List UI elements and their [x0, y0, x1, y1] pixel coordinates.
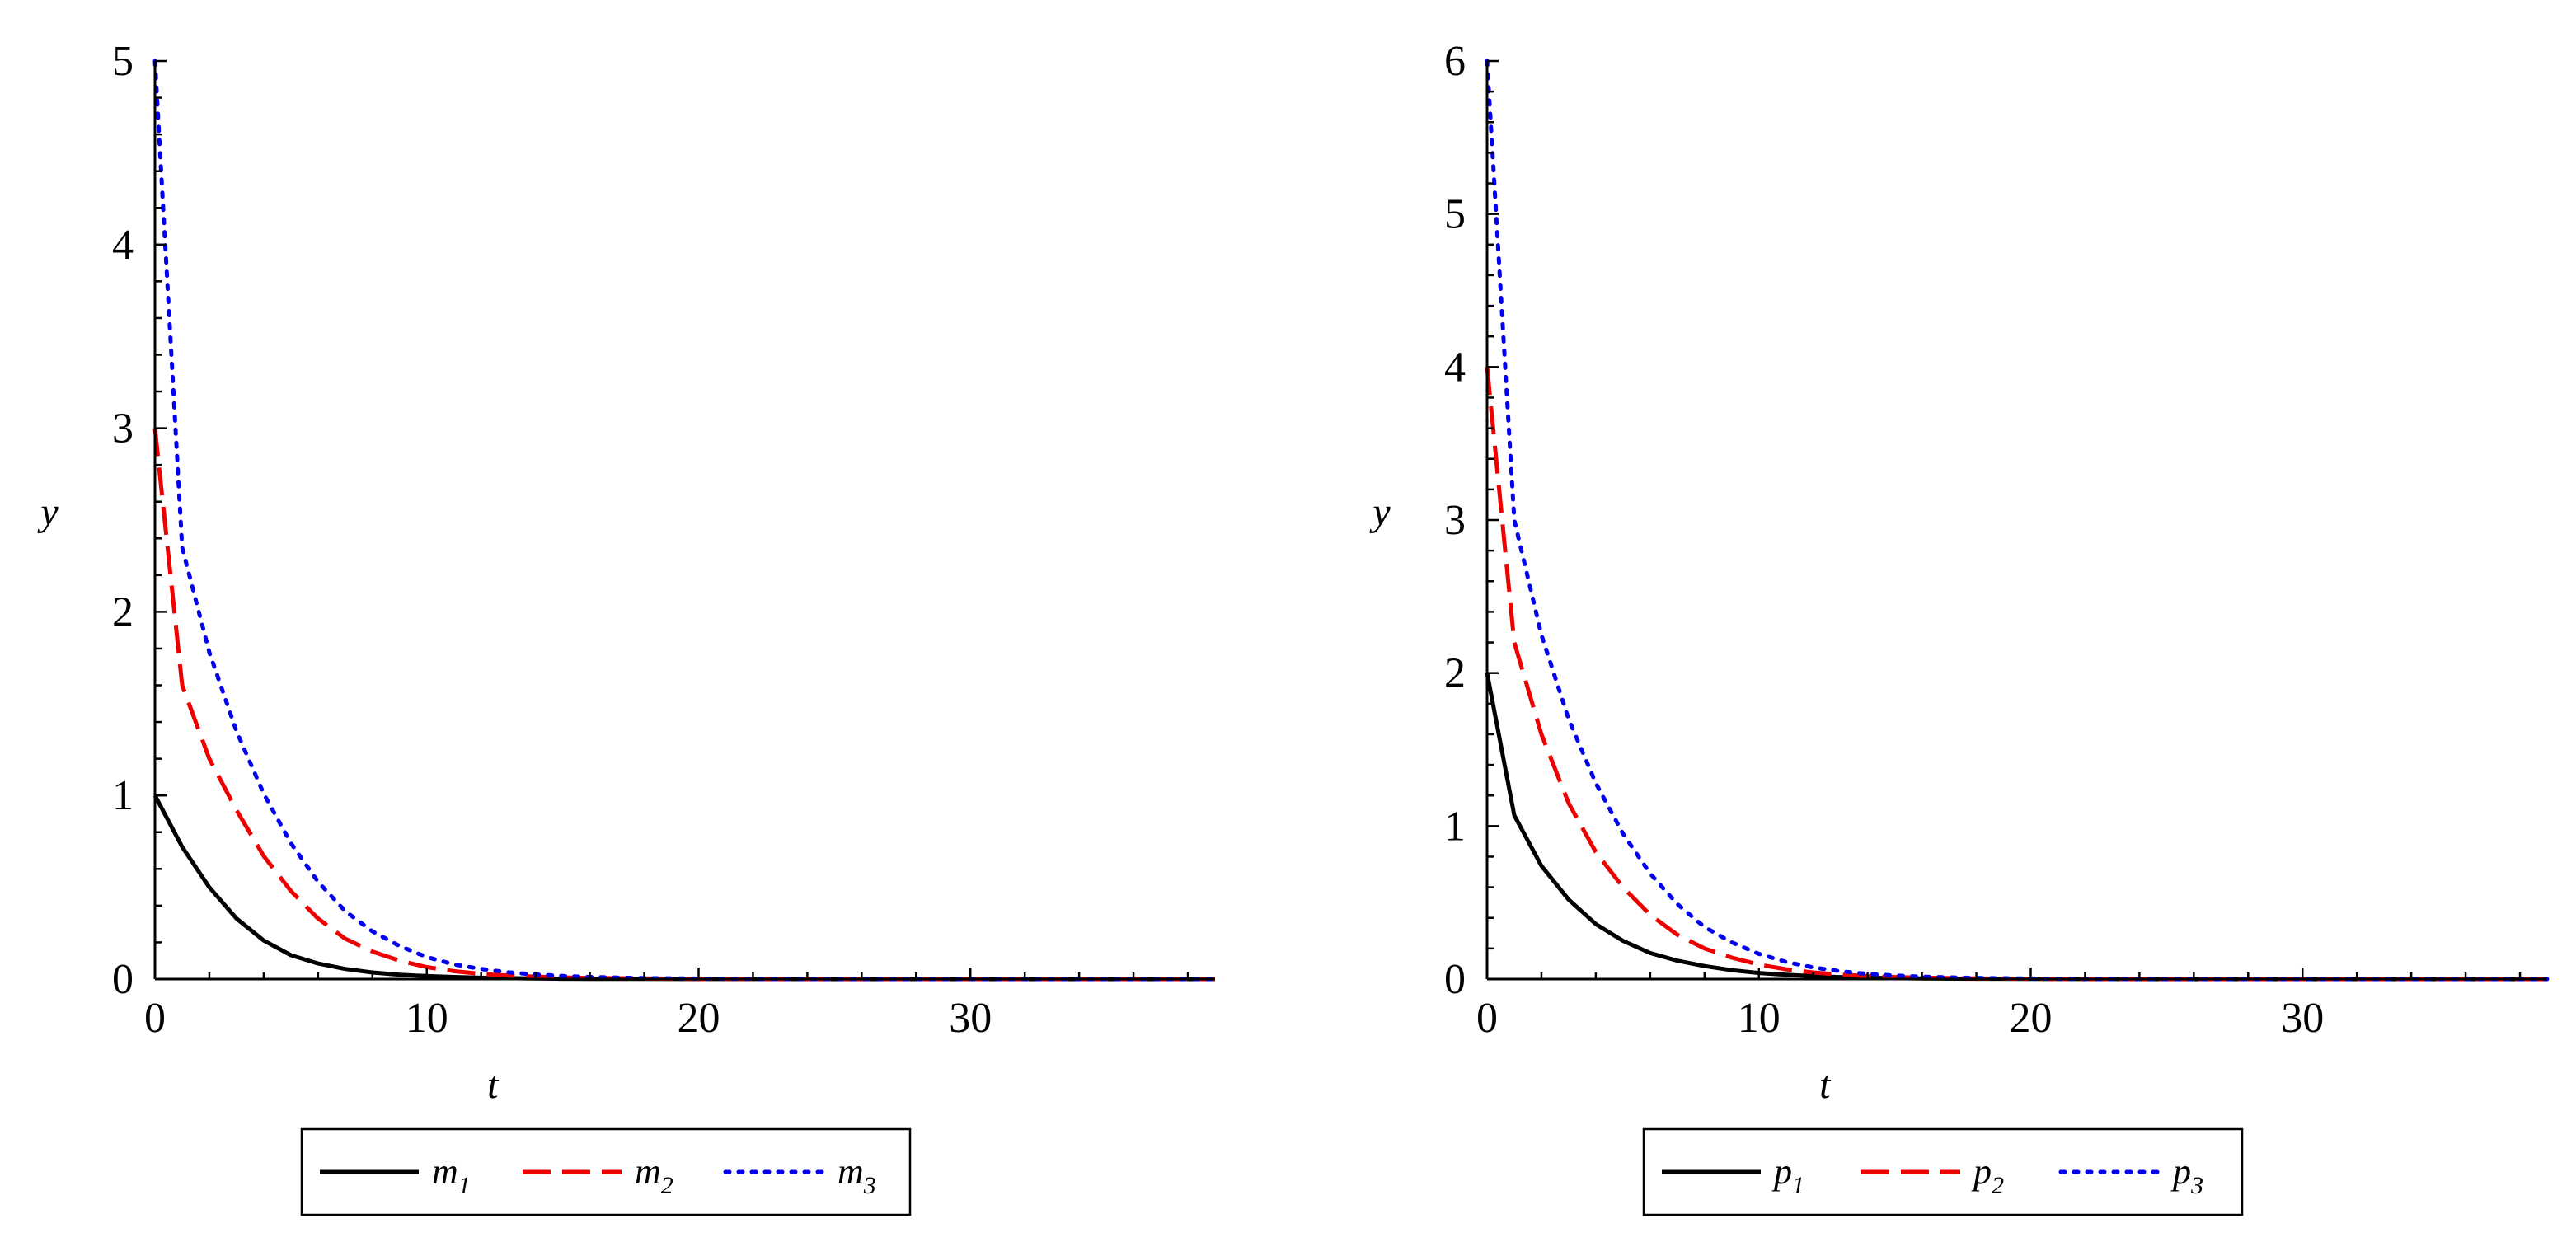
x-axis-title: t	[1819, 1063, 1832, 1107]
x-axis-title: t	[487, 1063, 500, 1107]
series-line-m2	[152, 428, 1215, 982]
x-tick-label: 30	[2281, 995, 2324, 1042]
legend-label-p2: p2	[1971, 1151, 2004, 1199]
series-line-p3	[1485, 59, 2550, 982]
x-tick-label: 0	[144, 995, 166, 1042]
legend: m1 m2 m3	[300, 1127, 912, 1216]
legend-subscript: 2	[661, 1172, 673, 1199]
y-tick-label: 6	[1444, 38, 1466, 85]
legend-subscript: 1	[1792, 1172, 1804, 1199]
series-line-p2	[1485, 367, 2547, 982]
chart-m: 0 1 2 3 4 5 0 10 20 30 t y m1 m2 m3	[36, 38, 1218, 1216]
x-tick-label: 10	[1738, 995, 1781, 1042]
y-tick-label: 2	[1444, 650, 1466, 697]
y-tick-label: 2	[112, 588, 134, 635]
legend-subscript: 1	[458, 1172, 471, 1199]
y-tick-label: 0	[112, 956, 134, 1003]
legend-subscript: 2	[1992, 1172, 2004, 1199]
series-line-m3	[152, 59, 1218, 982]
x-tick-label: 0	[1476, 995, 1498, 1042]
x-tick-label: 10	[406, 995, 448, 1042]
y-tick-label: 0	[1444, 956, 1466, 1003]
y-tick-label: 5	[1444, 191, 1466, 238]
y-axis-title: y	[36, 490, 59, 534]
legend: p1 p2 p3	[1642, 1127, 2244, 1216]
y-tick-label: 4	[112, 222, 134, 269]
x-tick-label: 20	[677, 995, 720, 1042]
x-tick-label: 20	[2009, 995, 2052, 1042]
y-tick-label: 1	[1444, 803, 1466, 850]
y-tick-label: 4	[1444, 344, 1466, 391]
legend-subscript: 3	[2190, 1172, 2203, 1199]
y-tick-label: 3	[1444, 497, 1466, 544]
series-line-m1	[152, 794, 1215, 982]
y-tick-label: 5	[112, 38, 134, 85]
x-tick-label: 30	[949, 995, 992, 1042]
legend-subscript: 3	[863, 1172, 876, 1199]
y-tick-label: 1	[112, 772, 134, 819]
y-axis-title: y	[1368, 490, 1391, 534]
y-tick-label: 3	[112, 405, 134, 452]
series-line-p1	[1485, 673, 2547, 982]
